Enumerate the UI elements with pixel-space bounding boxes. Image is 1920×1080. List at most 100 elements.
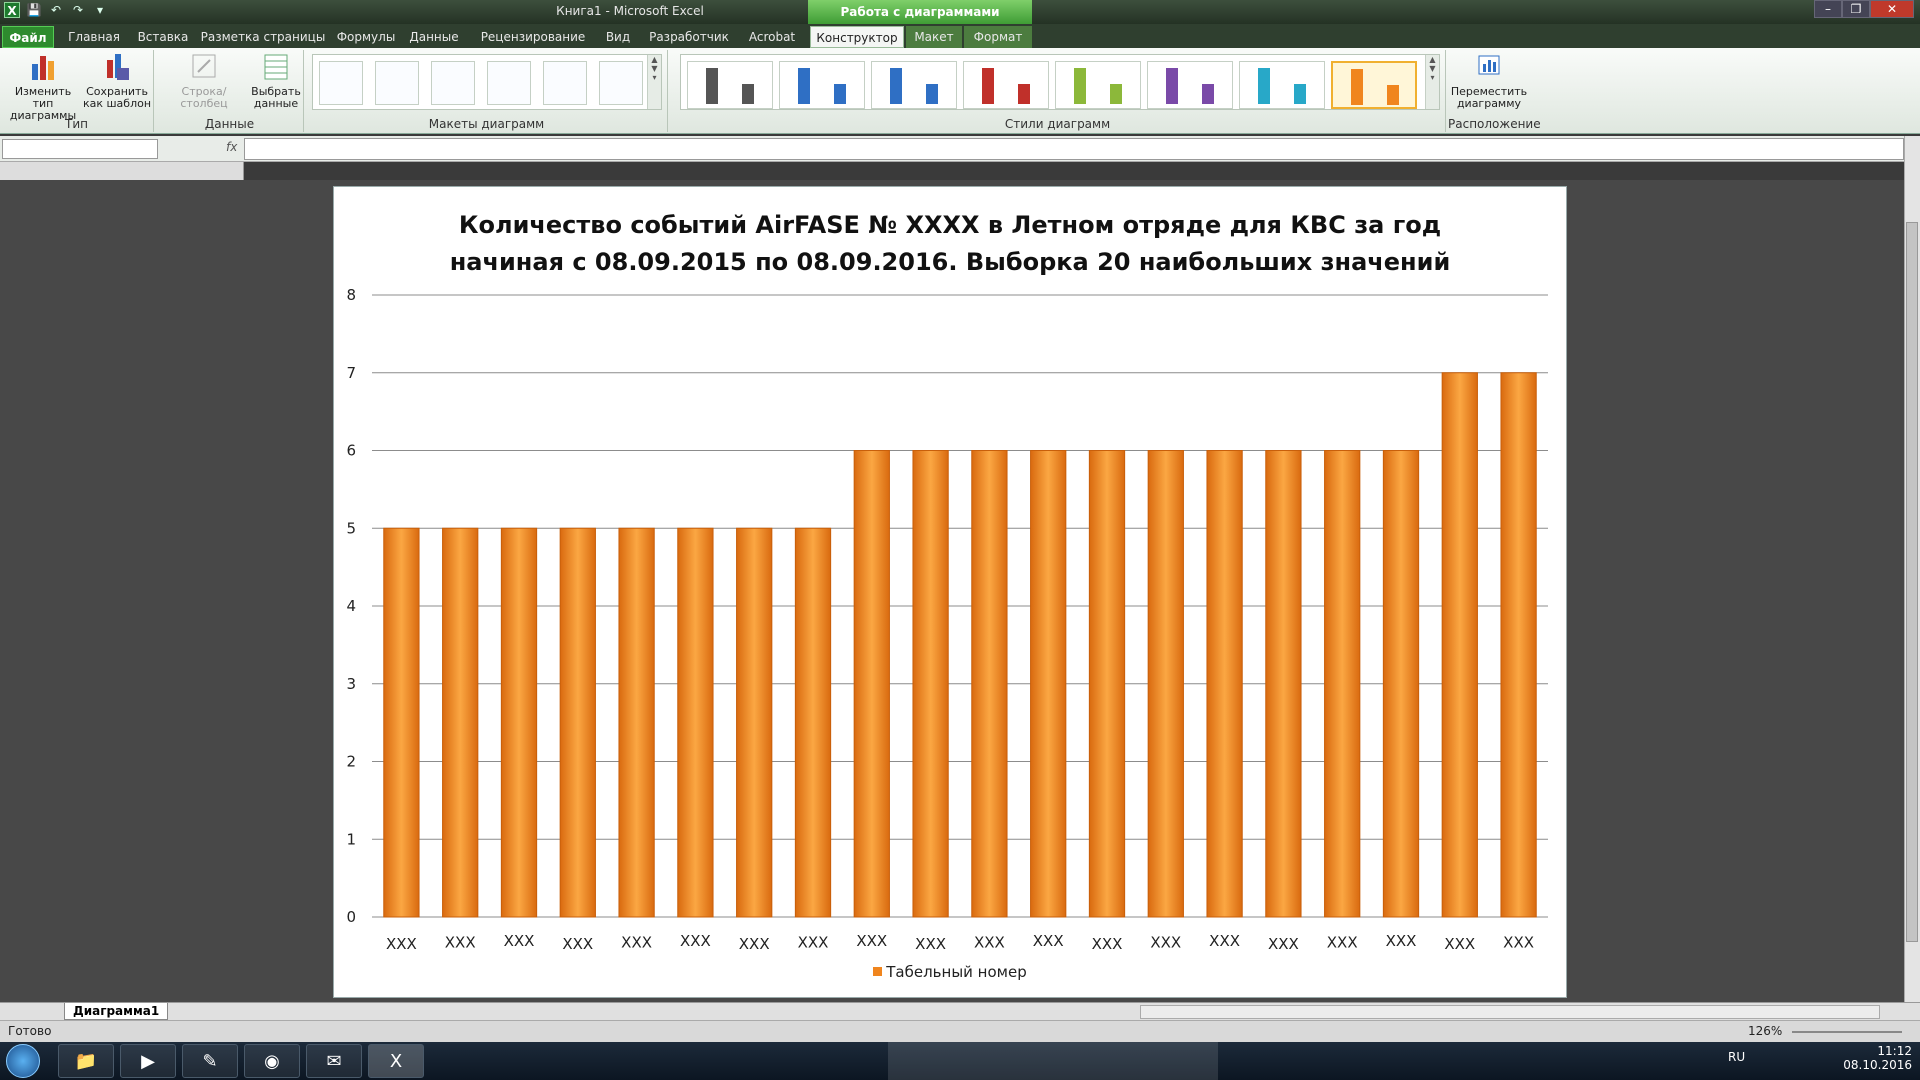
sheet-tab-chart1[interactable]: Диаграмма1 (64, 1003, 169, 1020)
bar[interactable] (677, 527, 714, 918)
media-player-icon[interactable]: ▶ (120, 1044, 176, 1078)
chart-style-thumb[interactable] (1147, 61, 1233, 109)
tab-developer[interactable]: Разработчик (649, 30, 729, 44)
bar[interactable] (442, 527, 479, 918)
chart-style-thumb[interactable] (1055, 61, 1141, 109)
customize-qat-icon[interactable]: ▾ (96, 3, 104, 17)
explorer-icon[interactable]: 📁 (58, 1044, 114, 1078)
bar[interactable] (971, 450, 1008, 918)
tab-layout[interactable]: Макет (906, 26, 962, 48)
bar[interactable] (1088, 450, 1126, 918)
chart-style-thumb[interactable] (871, 61, 957, 109)
layout-thumb-3[interactable] (431, 61, 475, 105)
chart-legend[interactable]: Табельный номер (334, 963, 1566, 981)
layouts-gallery-scroll[interactable]: ▲ ▼ ▾ (647, 55, 661, 109)
x-tick-label: XXX (1503, 934, 1534, 952)
close-button[interactable]: ✕ (1870, 0, 1914, 18)
bar[interactable] (853, 450, 890, 918)
select-data-button[interactable]: Выбрать данные (250, 52, 302, 110)
outlook-icon[interactable]: ✉ (306, 1044, 362, 1078)
tab-file[interactable]: Файл (2, 26, 54, 48)
excel-logo-icon[interactable]: X (4, 2, 20, 18)
x-tick-label: XXX (1268, 935, 1299, 953)
chart-layouts-gallery: ▲ ▼ ▾ (312, 54, 662, 110)
start-button[interactable] (6, 1044, 40, 1078)
move-chart-button[interactable]: Переместить диаграмму (1450, 52, 1528, 110)
status-bar: Готово 126% (0, 1020, 1920, 1042)
zoom-slider[interactable] (1792, 1031, 1902, 1033)
bar[interactable] (1147, 450, 1184, 918)
x-tick-label: XXX (739, 935, 770, 953)
system-clock[interactable]: 11:12 08.10.2016 (1843, 1044, 1912, 1072)
tab-formulas[interactable]: Формулы (336, 30, 396, 44)
tab-format[interactable]: Формат (964, 26, 1032, 48)
move-chart-icon (1478, 55, 1500, 75)
formula-input[interactable] (244, 138, 1904, 160)
tab-page-layout[interactable]: Разметка страницы (200, 30, 326, 44)
redo-icon[interactable]: ↷ (72, 3, 84, 17)
group-data: Строка/столбец Выбрать данные Данные (156, 50, 304, 132)
switch-row-column-button[interactable]: Строка/столбец (158, 52, 250, 110)
bar[interactable] (618, 527, 655, 918)
chart-style-thumb[interactable] (963, 61, 1049, 109)
bar[interactable] (794, 527, 832, 918)
horizontal-scrollbar[interactable] (1140, 1005, 1880, 1019)
y-tick-label: 4 (346, 597, 356, 615)
excel-taskbar-icon[interactable]: X (368, 1044, 424, 1078)
bar[interactable] (1206, 450, 1243, 918)
chart-style-thumb[interactable] (1239, 61, 1325, 109)
bar[interactable] (1265, 450, 1302, 918)
tab-design[interactable]: Конструктор (810, 26, 904, 48)
zoom-level[interactable]: 126% (1748, 1024, 1783, 1038)
bar[interactable] (912, 450, 949, 918)
vertical-scroll-thumb[interactable] (1906, 222, 1918, 942)
tab-insert[interactable]: Вставка (137, 30, 189, 44)
chart-plot[interactable]: 0 1 2 3 4 5 6 7 8 XXX XXX XXX XXX XXX XXX XXX XXX XXX XXX X… (334, 187, 1568, 999)
layout-thumb-5[interactable] (543, 61, 587, 105)
styles-gallery-scroll[interactable]: ▲ ▼ ▾ (1425, 55, 1439, 109)
language-indicator[interactable]: RU (1728, 1050, 1746, 1064)
save-as-template-button[interactable]: Сохранить как шаблон (82, 52, 152, 110)
chart-style-thumb[interactable] (779, 61, 865, 109)
layout-thumb-4[interactable] (487, 61, 531, 105)
chart-style-thumb[interactable] (1331, 61, 1417, 109)
restore-button[interactable]: ❐ (1842, 0, 1870, 18)
bar[interactable] (1441, 372, 1478, 918)
tab-home[interactable]: Главная (68, 30, 120, 44)
chart-area[interactable]: Количество событий AirFASE № XXXX в Летн… (333, 186, 1567, 998)
x-tick-label: XXX (1444, 935, 1475, 953)
layout-thumb-6[interactable] (599, 61, 643, 105)
bar[interactable] (500, 527, 538, 918)
undo-icon[interactable]: ↶ (50, 3, 62, 17)
tab-view[interactable]: Вид (605, 30, 631, 44)
bar[interactable] (383, 527, 420, 918)
layout-thumb-1[interactable] (319, 61, 363, 105)
vertical-scrollbar[interactable] (1904, 136, 1920, 1002)
bar[interactable] (1382, 450, 1420, 918)
layout-thumb-2[interactable] (375, 61, 419, 105)
firefox-icon[interactable]: ◉ (244, 1044, 300, 1078)
group-location: Переместить диаграмму Расположение (1448, 50, 1541, 132)
bar[interactable] (1030, 450, 1067, 918)
group-type-label: Тип (65, 117, 88, 131)
tab-review[interactable]: Рецензирование (480, 30, 586, 44)
chart-title[interactable]: Количество событий AirFASE № XXXX в Летн… (334, 207, 1566, 281)
chart-style-thumb[interactable] (687, 61, 773, 109)
bar[interactable] (1500, 372, 1537, 918)
tab-acrobat[interactable]: Acrobat (748, 30, 796, 44)
minimize-button[interactable]: – (1814, 0, 1842, 18)
x-tick-label: XXX (1386, 932, 1417, 950)
window-controls: – ❐ ✕ (1814, 0, 1914, 18)
bar[interactable] (736, 527, 773, 918)
tab-data[interactable]: Данные (409, 30, 459, 44)
change-chart-type-button[interactable]: Изменить тип диаграммы (4, 52, 82, 122)
clock-time: 11:12 (1877, 1044, 1912, 1058)
paint-icon[interactable]: ✎ (182, 1044, 238, 1078)
bar[interactable] (1324, 450, 1361, 918)
name-box[interactable] (2, 139, 158, 159)
save-icon[interactable]: 💾 (26, 3, 42, 17)
bar[interactable] (559, 527, 596, 918)
x-tick-label: XXX (915, 935, 946, 953)
fx-icon[interactable]: fx (226, 140, 238, 154)
y-tick-label: 7 (346, 364, 356, 382)
